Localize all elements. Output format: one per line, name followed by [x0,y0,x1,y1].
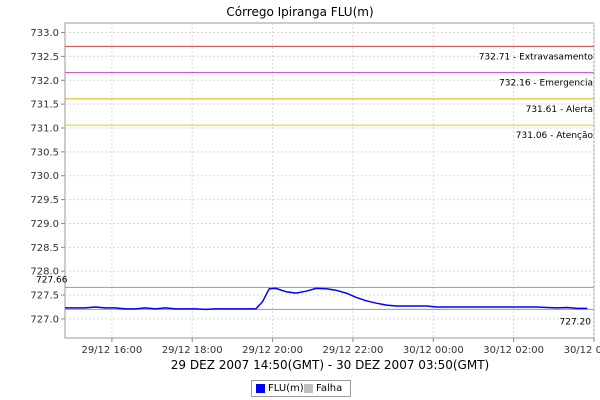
grid-lines [65,23,595,338]
legend-label-flu: FLU(m) [268,383,304,394]
y-tick-label: 732.5 [30,52,59,63]
threshold-label: 732.16 - Emergencia [499,79,593,89]
x-axis-label: 29 DEZ 2007 14:50(GMT) - 30 DEZ 2007 03:… [171,358,489,372]
y-tick-label: 731.0 [30,124,59,135]
series-line-flu-m [65,287,588,311]
y-tick-label: 727.0 [30,314,59,325]
legend-item-falha[interactable]: Falha [304,383,342,394]
axes: 727.0 727.5 728.0 728.5 729.0 729.5 730.0 730.5… [30,28,600,356]
x-tick-label: 29/12 18:00 [162,345,223,356]
y-tick-label: 731.5 [30,100,59,111]
x-tick-label: 30/12 04:00 [564,345,600,356]
plot-area [64,22,595,339]
x-tick-label: 29/12 22:00 [323,345,384,356]
x-tick-label: 30/12 02:00 [483,345,544,356]
y-tick-label: 729.0 [30,219,59,230]
legend-label-falha: Falha [316,383,343,394]
x-tick-label: 29/12 16:00 [81,345,142,356]
threshold-label: 731.06 - Atenção [516,131,594,141]
chart-title: Córrego Ipiranga FLU(m) [226,5,373,19]
series-layer [65,287,588,311]
legend-swatch-flu [256,384,265,393]
y-tick-label: 727.5 [30,291,59,302]
legend: FLU(m) Falha [251,380,351,397]
y-tick-label: 732.0 [30,76,59,87]
y-tick-label: 730.5 [30,147,59,158]
x-tick-label: 29/12 20:00 [242,345,303,356]
y-tick-label: 728.0 [30,267,59,278]
y-tick-label: 730.0 [30,171,59,182]
legend-swatch-falha [304,384,313,393]
y-tick-label: 728.5 [30,243,59,254]
legend-item-flu[interactable]: FLU(m) [256,383,304,394]
threshold-label: 731.61 - Alerta [526,105,593,115]
y-tick-label: 729.5 [30,195,59,206]
reference-label: 727.20 [560,317,592,327]
threshold-label: 732.71 - Extravasamento [479,52,594,62]
x-tick-label: 30/12 00:00 [403,345,464,356]
reference-label: 727.66 [36,275,68,285]
y-tick-label: 733.0 [30,28,59,39]
